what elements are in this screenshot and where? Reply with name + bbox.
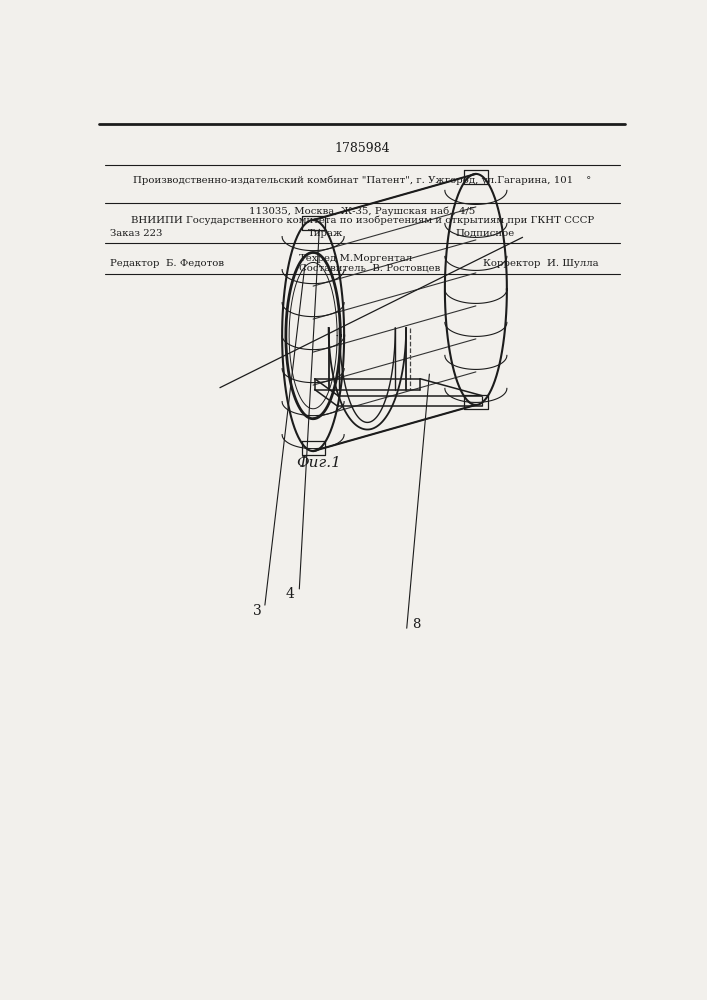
Text: Производственно-издательский комбинат "Патент", г. Ужгород, ул.Гагарина, 101    : Производственно-издательский комбинат "П… [133, 175, 592, 185]
Text: Корректор  И. Шулла: Корректор И. Шулла [483, 259, 599, 268]
Text: Фиг.1: Фиг.1 [296, 456, 341, 470]
Text: Составитель  В. Ростовцев: Составитель В. Ростовцев [299, 263, 440, 272]
Text: 3: 3 [253, 604, 262, 618]
Text: 8: 8 [412, 618, 420, 631]
Text: 4: 4 [286, 587, 294, 601]
Text: 1785984: 1785984 [334, 142, 390, 155]
Text: Подписное: Подписное [455, 229, 515, 238]
Text: Заказ 223: Заказ 223 [110, 229, 163, 238]
Text: Техред М.Моргентал: Техред М.Моргентал [299, 254, 412, 263]
Text: Тираж: Тираж [308, 229, 343, 238]
Text: ВНИИПИ Государственного комитета по изобретениям и открытиям при ГКНТ СССР: ВНИИПИ Государственного комитета по изоб… [131, 215, 594, 225]
Text: 113035, Москва, Ж-35, Раушская наб., 4/5: 113035, Москва, Ж-35, Раушская наб., 4/5 [249, 207, 476, 216]
Text: Редактор  Б. Федотов: Редактор Б. Федотов [110, 259, 224, 268]
